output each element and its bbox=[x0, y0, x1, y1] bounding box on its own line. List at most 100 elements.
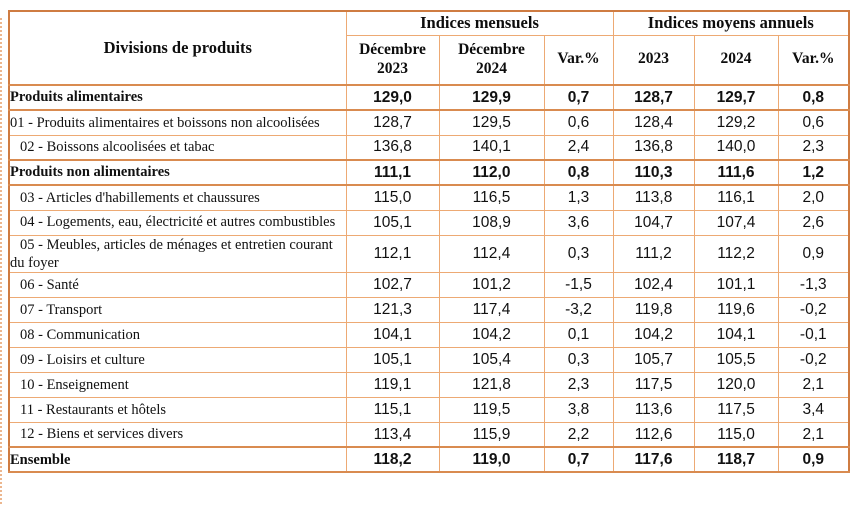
value-cell: 0,3 bbox=[543, 346, 614, 373]
value-cell: 104,1 bbox=[693, 321, 779, 348]
value-cell: 128,7 bbox=[612, 84, 695, 111]
value-cell: 101,1 bbox=[693, 271, 779, 298]
value-cell: 2,4 bbox=[543, 134, 614, 161]
column-header-decembre-2024: Décembre 2024 bbox=[438, 34, 545, 86]
value-cell: 117,5 bbox=[693, 396, 779, 423]
column-header-var-mensuel: Var.% bbox=[543, 34, 614, 86]
row-label: 05 - Meubles, articles de ménages et ent… bbox=[8, 234, 347, 273]
indices-table-container: Divisions de produits Indices mensuels I… bbox=[8, 10, 851, 474]
row-label: 04 - Logements, eau, électricité et autr… bbox=[8, 209, 347, 236]
value-cell: 0,7 bbox=[543, 84, 614, 111]
table-row: 09 - Loisirs et culture 105,1 105,4 0,3 105… bbox=[8, 346, 850, 373]
value-cell: 105,4 bbox=[438, 346, 545, 373]
value-cell: -0,1 bbox=[777, 321, 850, 348]
value-cell: 0,1 bbox=[543, 321, 614, 348]
value-cell: 112,4 bbox=[438, 234, 545, 273]
page-edge-artifact bbox=[0, 18, 2, 504]
value-cell: 119,0 bbox=[438, 446, 545, 474]
value-cell: 112,6 bbox=[612, 421, 695, 448]
value-cell: 121,8 bbox=[438, 371, 545, 398]
row-label: Ensemble bbox=[8, 446, 347, 474]
value-cell: 117,5 bbox=[612, 371, 695, 398]
value-cell: 129,9 bbox=[438, 84, 545, 111]
value-cell: 117,4 bbox=[438, 296, 545, 323]
value-cell: -0,2 bbox=[777, 346, 850, 373]
value-cell: 105,7 bbox=[612, 346, 695, 373]
row-label: 11 - Restaurants et hôtels bbox=[8, 396, 347, 423]
value-cell: 118,2 bbox=[345, 446, 440, 474]
value-cell: 119,1 bbox=[345, 371, 440, 398]
value-cell: 104,2 bbox=[612, 321, 695, 348]
table-row: 03 - Articles d'habillements et chaussur… bbox=[8, 184, 850, 211]
value-cell: 140,0 bbox=[693, 134, 779, 161]
value-cell: 112,2 bbox=[693, 234, 779, 273]
table-row: 01 - Produits alimentaires et boissons n… bbox=[8, 109, 850, 136]
value-cell: -1,5 bbox=[543, 271, 614, 298]
value-cell: 0,6 bbox=[777, 109, 850, 136]
value-cell: 111,2 bbox=[612, 234, 695, 273]
column-header-decembre-2023: Décembre 2023 bbox=[345, 34, 440, 86]
value-cell: 0,9 bbox=[777, 234, 850, 273]
value-cell: 140,1 bbox=[438, 134, 545, 161]
group-header-indices-mensuels: Indices mensuels bbox=[345, 10, 614, 36]
value-cell: 115,0 bbox=[345, 184, 440, 211]
value-cell: 119,5 bbox=[438, 396, 545, 423]
group-header-indices-moyens-annuels: Indices moyens annuels bbox=[612, 10, 850, 36]
value-cell: 119,8 bbox=[612, 296, 695, 323]
value-cell: 105,5 bbox=[693, 346, 779, 373]
indices-table: Divisions de produits Indices mensuels I… bbox=[8, 10, 851, 474]
value-cell: 104,1 bbox=[345, 321, 440, 348]
value-cell: 136,8 bbox=[612, 134, 695, 161]
value-cell: 2,3 bbox=[777, 134, 850, 161]
table-row: Produits alimentaires 129,0 129,9 0,7 128,7… bbox=[8, 84, 850, 111]
row-label: Produits non alimentaires bbox=[8, 159, 347, 186]
value-cell: 2,6 bbox=[777, 209, 850, 236]
table-row: 10 - Enseignement 119,1 121,8 2,3 117,5 120,… bbox=[8, 371, 850, 398]
value-cell: 0,6 bbox=[543, 109, 614, 136]
value-cell: 112,0 bbox=[438, 159, 545, 186]
row-label: 10 - Enseignement bbox=[8, 371, 347, 398]
value-cell: 116,5 bbox=[438, 184, 545, 211]
table-row: Produits non alimentaires 111,1 112,0 0,8 1… bbox=[8, 159, 850, 186]
column-header-var-annuel: Var.% bbox=[777, 34, 850, 86]
value-cell: 115,1 bbox=[345, 396, 440, 423]
row-label: 06 - Santé bbox=[8, 271, 347, 298]
value-cell: 104,7 bbox=[612, 209, 695, 236]
value-cell: 113,8 bbox=[612, 184, 695, 211]
value-cell: 128,4 bbox=[612, 109, 695, 136]
value-cell: 2,1 bbox=[777, 421, 850, 448]
column-header-divisions: Divisions de produits bbox=[8, 10, 347, 86]
value-cell: 2,3 bbox=[543, 371, 614, 398]
value-cell: 120,0 bbox=[693, 371, 779, 398]
table-row: 12 - Biens et services divers 113,4 115,9… bbox=[8, 421, 850, 448]
value-cell: 101,2 bbox=[438, 271, 545, 298]
row-label: 08 - Communication bbox=[8, 321, 347, 348]
value-cell: 105,1 bbox=[345, 346, 440, 373]
table-row: 02 - Boissons alcoolisées et tabac 136,8… bbox=[8, 134, 850, 161]
row-label: 03 - Articles d'habillements et chaussur… bbox=[8, 184, 347, 211]
value-cell: 112,1 bbox=[345, 234, 440, 273]
table-row: 11 - Restaurants et hôtels 115,1 119,5 3,8… bbox=[8, 396, 850, 423]
row-label: 07 - Transport bbox=[8, 296, 347, 323]
value-cell: 2,0 bbox=[777, 184, 850, 211]
value-cell: 102,7 bbox=[345, 271, 440, 298]
table-row: 07 - Transport 121,3 117,4 -3,2 119,8 119,6-… bbox=[8, 296, 850, 323]
value-cell: 110,3 bbox=[612, 159, 695, 186]
value-cell: 1,2 bbox=[777, 159, 850, 186]
value-cell: 104,2 bbox=[438, 321, 545, 348]
value-cell: 107,4 bbox=[693, 209, 779, 236]
value-cell: 121,3 bbox=[345, 296, 440, 323]
value-cell: 117,6 bbox=[612, 446, 695, 474]
value-cell: 0,8 bbox=[543, 159, 614, 186]
value-cell: -0,2 bbox=[777, 296, 850, 323]
value-cell: 0,7 bbox=[543, 446, 614, 474]
value-cell: 136,8 bbox=[345, 134, 440, 161]
table-row: Ensemble 118,2 119,0 0,7 117,6 118,7 0,9 bbox=[8, 446, 850, 474]
value-cell: 128,7 bbox=[345, 109, 440, 136]
value-cell: 0,3 bbox=[543, 234, 614, 273]
value-cell: 129,5 bbox=[438, 109, 545, 136]
table-row: 05 - Meubles, articles de ménages et ent… bbox=[8, 234, 850, 273]
value-cell: 3,8 bbox=[543, 396, 614, 423]
value-cell: 111,6 bbox=[693, 159, 779, 186]
value-cell: 0,9 bbox=[777, 446, 850, 474]
